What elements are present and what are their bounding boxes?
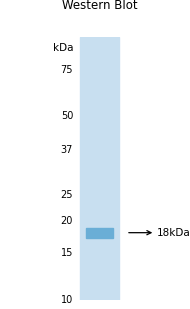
Text: 15: 15 xyxy=(61,248,73,259)
Text: 25: 25 xyxy=(61,190,73,200)
Text: 20: 20 xyxy=(61,216,73,226)
Text: 10: 10 xyxy=(61,295,73,305)
Text: 18kDa: 18kDa xyxy=(157,228,190,238)
Text: kDa: kDa xyxy=(53,43,73,53)
Bar xyxy=(86,228,113,238)
Bar xyxy=(80,37,119,300)
Text: 50: 50 xyxy=(61,111,73,121)
Text: Western Blot: Western Blot xyxy=(62,0,137,12)
Text: 75: 75 xyxy=(61,65,73,75)
Text: 37: 37 xyxy=(61,146,73,155)
